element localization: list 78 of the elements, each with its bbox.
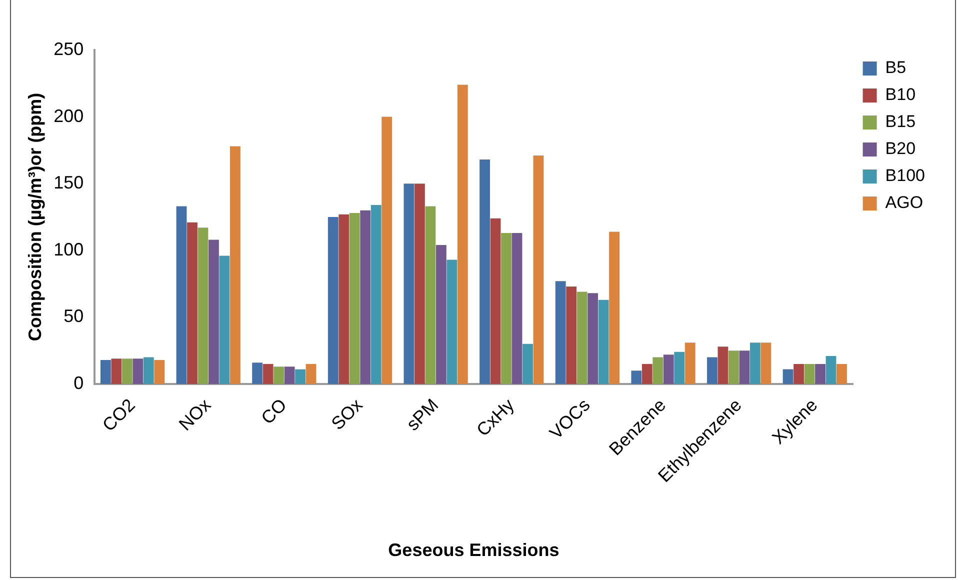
bar xyxy=(457,84,468,384)
bar xyxy=(404,184,414,384)
bar xyxy=(512,233,522,384)
bar xyxy=(718,346,728,384)
legend-label: B20 xyxy=(885,139,916,158)
bar xyxy=(132,358,144,384)
bar xyxy=(230,146,240,384)
bar xyxy=(338,214,350,384)
bar xyxy=(598,300,609,384)
bar xyxy=(122,358,132,384)
bar xyxy=(446,260,458,384)
legend-label: B100 xyxy=(885,166,925,186)
x-tick-label: NOx xyxy=(175,394,215,434)
bar xyxy=(274,366,284,384)
legend-label: AGO xyxy=(885,193,924,212)
y-tick-label: 0 xyxy=(74,372,84,393)
bar xyxy=(252,362,263,384)
bar xyxy=(370,204,382,384)
legend-label: B5 xyxy=(885,58,906,78)
bar xyxy=(728,350,739,384)
bar xyxy=(750,342,760,384)
bar xyxy=(295,369,306,384)
bar xyxy=(674,352,685,384)
bar xyxy=(349,212,360,384)
bar xyxy=(208,240,219,384)
x-tick-label: CO xyxy=(257,394,291,428)
bar xyxy=(490,218,501,384)
y-tick-label: 200 xyxy=(54,106,84,126)
bar xyxy=(414,184,425,384)
bar xyxy=(111,358,122,384)
bar xyxy=(425,206,436,384)
bar xyxy=(836,364,847,384)
legend-label: B15 xyxy=(885,112,916,132)
bar xyxy=(555,281,566,384)
y-tick-label: 100 xyxy=(54,239,84,260)
y-tick-label: 150 xyxy=(54,172,84,193)
bar xyxy=(501,233,512,384)
bar xyxy=(522,344,533,384)
bar xyxy=(826,356,836,384)
x-tick-label: SOx xyxy=(327,394,366,434)
y-axis-title: Composition (µg/m³)or (ppm) xyxy=(24,92,45,342)
bar xyxy=(663,354,674,384)
x-tick-label: CO2 xyxy=(98,394,139,436)
bar xyxy=(782,369,794,384)
bar xyxy=(436,245,446,384)
bar xyxy=(588,293,598,384)
bar xyxy=(262,364,274,384)
bar xyxy=(760,342,772,384)
bar xyxy=(176,206,187,384)
bar xyxy=(707,357,718,384)
bar xyxy=(631,370,642,384)
bar xyxy=(794,364,804,384)
bar xyxy=(100,360,111,384)
bar xyxy=(684,342,696,384)
bar xyxy=(642,364,652,384)
legend-label: B10 xyxy=(885,85,916,104)
bar xyxy=(284,366,295,384)
bar xyxy=(576,292,588,384)
bar xyxy=(198,228,208,384)
bar xyxy=(815,364,826,384)
bar xyxy=(566,286,577,384)
bar xyxy=(360,210,371,384)
bar xyxy=(533,156,544,384)
bar xyxy=(143,357,154,384)
bar xyxy=(382,116,392,384)
bar xyxy=(804,364,815,384)
y-tick-label: 250 xyxy=(54,38,84,59)
bar xyxy=(652,357,664,384)
bar xyxy=(219,256,230,384)
x-axis-title: Geseous Emissions xyxy=(388,540,560,560)
bar xyxy=(739,350,750,384)
y-tick-label: 50 xyxy=(64,306,84,326)
bar xyxy=(306,364,316,384)
bar xyxy=(480,160,490,384)
bar xyxy=(328,217,338,384)
bar xyxy=(187,222,198,384)
bar xyxy=(609,232,620,384)
bar xyxy=(154,360,165,384)
